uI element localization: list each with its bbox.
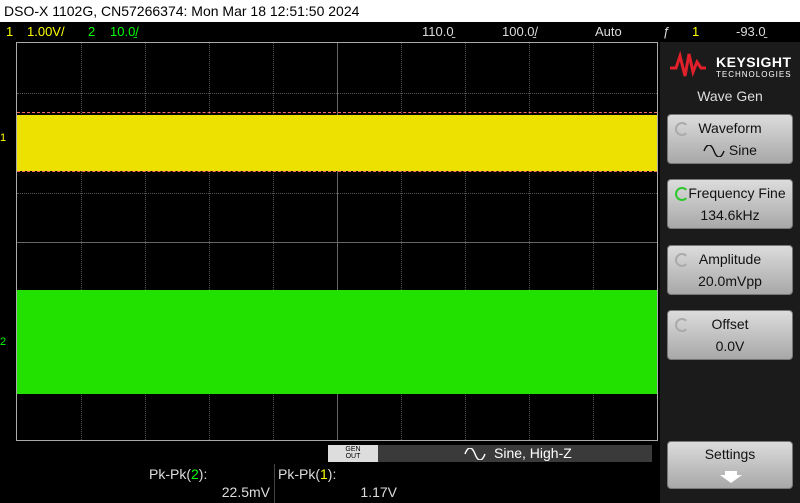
waveform-value: Sine	[728, 142, 757, 158]
knob-icon	[675, 318, 689, 332]
measurement-label: Pk-Pk(1):	[278, 466, 337, 482]
wavegen-status: GEN OUT Sine, High-Z	[328, 445, 652, 462]
menu-title: Wave Gen	[697, 88, 763, 104]
measurement-label: Pk-Pk(2):	[149, 466, 208, 482]
measurement-value: 22.5mV	[221, 484, 270, 500]
grid-line	[17, 93, 657, 94]
grid-line	[145, 43, 146, 440]
settings-label: Settings	[704, 446, 756, 462]
sine-wave-icon	[703, 144, 725, 158]
grid-line	[401, 43, 402, 440]
softkey-value: 0.0V	[715, 338, 745, 354]
brand-name: KEYSIGHT	[716, 54, 792, 70]
ch1-ground-marker[interactable]: 1	[0, 132, 7, 144]
measurement-value: 1.17V	[360, 484, 397, 500]
measurement-pkpk-ch1: Pk-Pk(1): 1.17V	[275, 464, 401, 503]
bottom-bar: GEN OUT Sine, High-Z Pk-Pk(2): 22.5mV Pk…	[0, 442, 660, 503]
knob-active-icon	[675, 187, 689, 201]
knob-icon	[675, 253, 689, 267]
softkey-waveform[interactable]: Waveform Sine	[667, 114, 793, 164]
ch2-waveform	[17, 290, 657, 394]
trigger-level[interactable]: -93.0̱	[736, 24, 766, 39]
knob-icon	[675, 122, 689, 136]
softkey-panel: KEYSIGHT TECHNOLOGIES Wave Gen Waveform …	[660, 42, 800, 503]
softkey-amplitude[interactable]: Amplitude 20.0mVpp	[667, 245, 793, 295]
ch2-scale[interactable]: 10.0̱/	[110, 24, 139, 39]
horizontal-delay[interactable]: 110.0̱	[422, 24, 454, 39]
settings-button[interactable]: Settings	[667, 441, 793, 489]
ch1-waveform	[17, 115, 657, 171]
keysight-logo: KEYSIGHT TECHNOLOGIES	[668, 50, 793, 86]
sine-wave-icon	[464, 448, 486, 460]
softkey-label: Amplitude	[698, 251, 762, 267]
softkey-label: Waveform	[698, 120, 762, 136]
grid-line	[593, 43, 594, 440]
ch1-number[interactable]: 1	[6, 24, 14, 39]
measurement-pkpk-ch2: Pk-Pk(2): 22.5mV	[146, 464, 275, 503]
gen-out-label: GEN	[345, 446, 361, 453]
trigger-edge-icon: ƒ	[663, 24, 671, 39]
keysight-wave-icon	[670, 50, 706, 78]
grid-center-horizontal	[17, 242, 657, 243]
grid-line	[465, 43, 466, 440]
softkey-label: Frequency Fine	[688, 185, 786, 201]
softkey-label: Offset	[711, 316, 749, 332]
grid-line	[81, 43, 82, 440]
wavegen-summary: Sine, High-Z	[494, 445, 572, 461]
softkey-offset[interactable]: Offset 0.0V	[667, 310, 793, 360]
title-bar: DSO-X 1102G, CN57266374: Mon Mar 18 12:5…	[0, 0, 800, 22]
softkey-value: 134.6kHz	[700, 207, 760, 223]
grid-line	[273, 43, 274, 440]
ch2-ground-marker[interactable]: 2	[0, 336, 7, 348]
grid-line	[529, 43, 530, 440]
ch1-scale[interactable]: 1.00V/	[27, 24, 65, 39]
grid-line	[17, 193, 657, 194]
status-bar: 1 1.00V/ 2 10.0̱/ 110.0̱ 100.0̱/ Auto ƒ …	[0, 22, 800, 41]
grid-center-vertical	[337, 43, 338, 440]
waveform-display	[16, 42, 658, 441]
softkey-frequency-fine[interactable]: Frequency Fine 134.6kHz	[667, 179, 793, 229]
brand-subtitle: TECHNOLOGIES	[716, 70, 792, 79]
softkey-value: 20.0mVpp	[698, 273, 762, 289]
arrow-down-icon	[720, 471, 742, 483]
measurement-marker-top	[17, 112, 657, 113]
trigger-mode[interactable]: Auto	[595, 24, 622, 39]
softkey-value: Sine	[668, 142, 792, 158]
grid-line	[209, 43, 210, 440]
gen-out-button[interactable]: GEN OUT	[328, 445, 378, 462]
trigger-source[interactable]: 1	[692, 24, 700, 39]
ch2-number[interactable]: 2	[88, 24, 96, 39]
measurement-marker-bottom	[17, 171, 657, 172]
gen-out-label: OUT	[345, 453, 361, 460]
timebase-scale[interactable]: 100.0̱/	[502, 24, 539, 39]
